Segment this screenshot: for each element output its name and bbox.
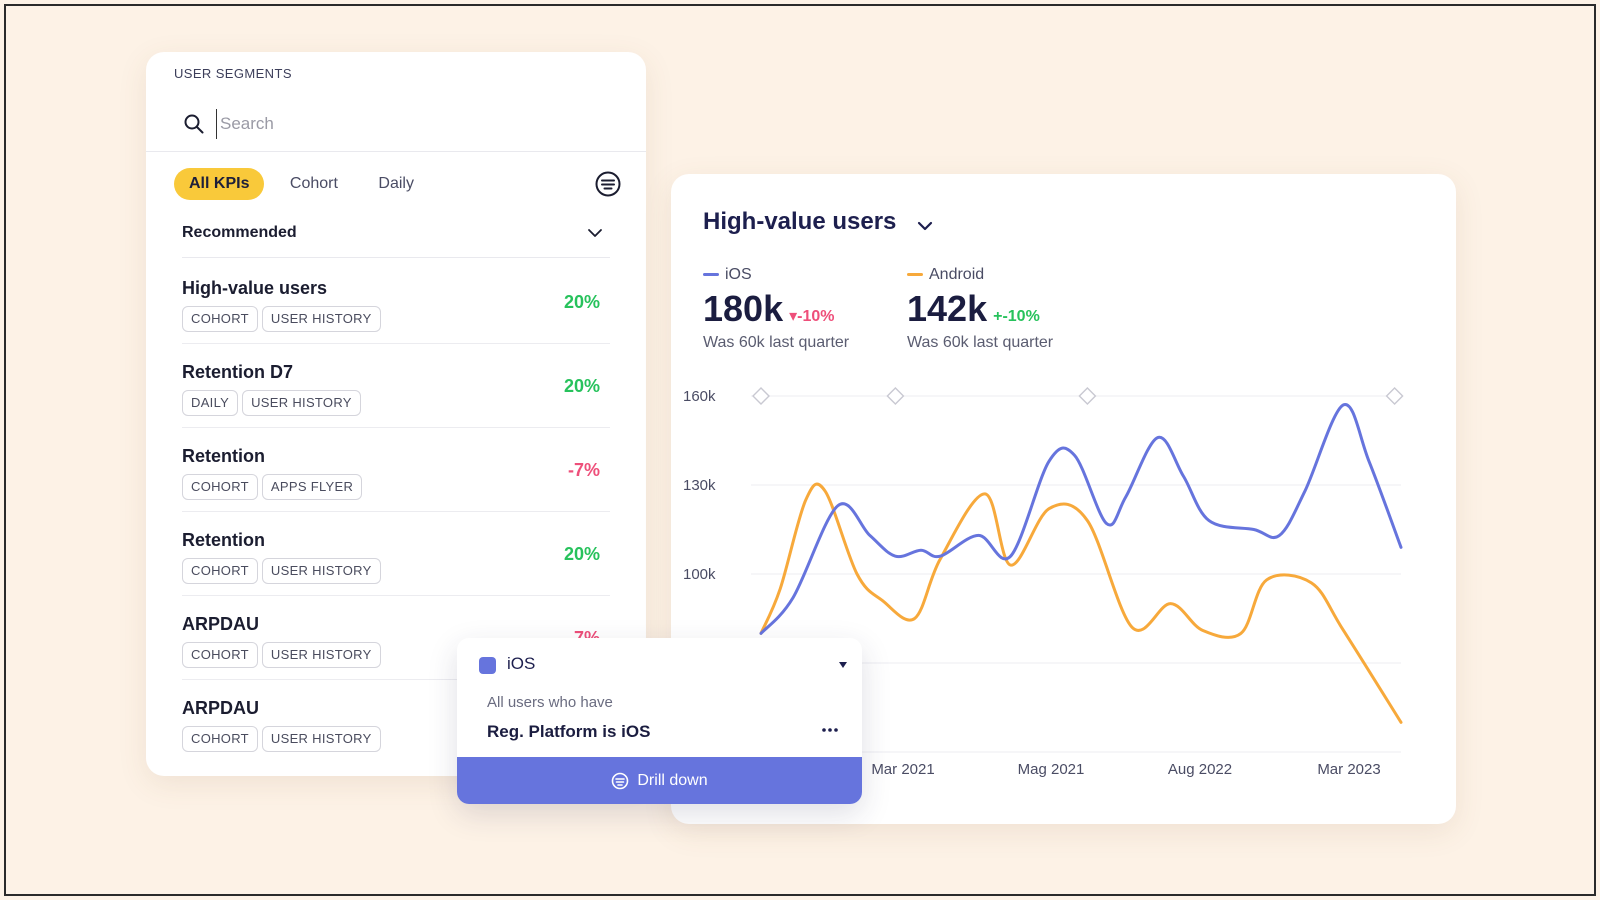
series-line-ios (759, 403, 1403, 635)
kpi-name: Retention (182, 530, 265, 550)
kpi-item[interactable]: ARPDAU COHORT USER HISTORY (182, 680, 610, 764)
kpi-change: -7% (567, 460, 600, 480)
drill-down-label: Drill down (637, 771, 708, 789)
ios-previous: Was 60k last quarter (703, 334, 850, 351)
search-input[interactable] (216, 109, 596, 139)
ios-change: ▾-10% (789, 308, 835, 325)
filter-icon[interactable] (594, 170, 622, 198)
kpi-tags: COHORT USER HISTORY (182, 726, 385, 752)
kpi-name: ARPDAU (182, 698, 260, 718)
tab-cohort[interactable]: Cohort (289, 175, 338, 192)
ios-stat: iOS 180k ▾-10% Was 60k last quarter (703, 266, 849, 352)
kpi-tag: USER HISTORY (261, 726, 381, 752)
recommended-label: Recommended (182, 224, 297, 241)
kpi-list: High-value users COHORT USER HISTORY 20% … (182, 260, 610, 764)
series-line-android (759, 482, 1403, 724)
android-stat: Android 142k +-10% Was 60k last quarter (907, 266, 1053, 352)
kpi-tag: USER HISTORY (242, 390, 361, 416)
tab-all-kpis[interactable]: All KPIs (174, 168, 265, 200)
tab-daily[interactable]: Daily (378, 175, 414, 192)
popup-subtitle: All users who have (487, 694, 613, 711)
kpi-tag: COHORT (182, 306, 258, 332)
legend-android: Android (929, 266, 985, 283)
kpi-name: High-value users (182, 278, 328, 298)
drill-down-button[interactable]: Drill down (457, 757, 862, 804)
kpi-tags: COHORT USER HISTORY (182, 558, 385, 584)
x-tick-label: Aug 2022 (1168, 761, 1232, 778)
top-marker (886, 387, 905, 405)
search-icon (184, 114, 204, 134)
popup-condition: Reg. Platform is iOS (487, 722, 651, 741)
kpi-tag: USER HISTORY (261, 558, 381, 584)
drill-down-icon (612, 772, 629, 789)
panel-title: USER SEGMENTS (174, 66, 292, 81)
kpi-tag: COHORT (182, 474, 258, 500)
kpi-tabs: All KPIs Cohort Daily (174, 168, 435, 202)
y-tick-label: 100k (683, 566, 716, 583)
android-previous: Was 60k last quarter (907, 334, 1054, 351)
kpi-item[interactable]: Retention COHORT USER HISTORY 20% (182, 512, 610, 596)
series-swatch (479, 657, 496, 674)
android-value: 142k (907, 288, 988, 329)
search-row (146, 96, 646, 152)
kpi-name: ARPDAU (182, 614, 260, 634)
legend-swatch-android (907, 273, 923, 277)
top-marker (752, 387, 770, 405)
kpi-tags: DAILY USER HISTORY (182, 390, 365, 416)
kpi-tag: USER HISTORY (261, 306, 381, 332)
kpi-change: 20% (563, 376, 600, 396)
kpi-tag: COHORT (182, 726, 258, 752)
kpi-tags: COHORT APPS FLYER (182, 474, 366, 500)
kpi-name: Retention (182, 446, 265, 466)
kpi-tags: COHORT USER HISTORY (182, 642, 385, 668)
top-marker (1078, 387, 1097, 405)
popup-series-label[interactable]: iOS (507, 654, 536, 673)
kpi-item[interactable]: Retention COHORT APPS FLYER -7% (182, 428, 610, 512)
android-change: +-10% (993, 308, 1040, 325)
caret-down-icon[interactable] (838, 660, 848, 670)
chart-title[interactable]: High-value users (703, 208, 897, 235)
kpi-name: Retention D7 (182, 362, 294, 382)
legend-ios: iOS (725, 266, 752, 283)
x-tick-label: Mar 2021 (871, 761, 934, 778)
series-popup: iOS All users who have Reg. Platform is … (457, 638, 862, 804)
chevron-down-icon[interactable] (915, 216, 935, 236)
kpi-item[interactable]: High-value users COHORT USER HISTORY 20% (182, 260, 610, 344)
kpi-change: 20% (563, 544, 600, 564)
ios-value: 180k (703, 288, 784, 329)
kpi-tag: COHORT (182, 558, 258, 584)
y-tick-label: 130k (683, 477, 716, 494)
kpi-tag: APPS FLYER (261, 474, 363, 500)
kpi-tags: COHORT USER HISTORY (182, 306, 385, 332)
x-tick-label: Mag 2021 (1018, 761, 1085, 778)
line-chart: 160k 130k 100k Mar 2021 Mag 2021 Aug 2022 Mar … (683, 387, 1404, 778)
top-marker (1385, 387, 1404, 405)
kpi-tag: DAILY (182, 390, 239, 416)
x-tick-label: Mar 2023 (1317, 761, 1380, 778)
chevron-down-icon (588, 229, 602, 237)
recommended-dropdown[interactable]: Recommended (182, 220, 610, 258)
y-tick-label: 160k (683, 388, 716, 405)
legend-swatch-ios (703, 273, 719, 277)
kpi-tag: COHORT (182, 642, 258, 668)
more-icon[interactable] (820, 724, 840, 736)
kpi-item[interactable]: Retention D7 DAILY USER HISTORY 20% (182, 344, 610, 428)
kpi-tag: USER HISTORY (261, 642, 381, 668)
kpi-change: 20% (563, 292, 600, 312)
